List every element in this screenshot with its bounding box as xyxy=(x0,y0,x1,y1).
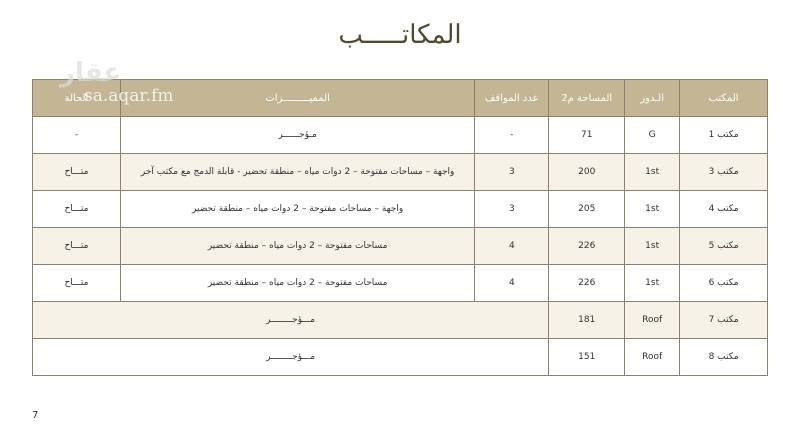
cell-features: مـؤجــــــر xyxy=(119,116,476,154)
table-row: مكتب 4 1st 205 3 واجهة – مساحات مفتوحة – 2 د… xyxy=(32,190,768,228)
cell-office: مكتب 5 xyxy=(679,227,768,265)
header-status: الحالة xyxy=(32,79,121,117)
cell-floor: 1st xyxy=(624,227,681,265)
table-row: مكتب 8 Roof 151 مـــؤجــــــــر xyxy=(31,338,768,376)
header-parking: عدد المواقف xyxy=(474,79,550,117)
page-title: المكاتـــــب xyxy=(338,20,462,50)
header-features: المميـــــــــزات xyxy=(119,79,476,117)
cell-office: مكتب 8 xyxy=(679,338,768,376)
cell-area: 205 xyxy=(548,190,626,228)
cell-floor: G xyxy=(624,116,681,154)
cell-status: متـــاح xyxy=(32,190,121,228)
cell-area: 151 xyxy=(548,338,626,376)
table-row: مكتب 1 G 71- مـؤجــــــر - xyxy=(32,116,768,154)
cell-office: مكتب 7 xyxy=(679,301,768,339)
cell-area: 226 xyxy=(548,227,626,265)
header-office: المكتب xyxy=(679,79,768,117)
cell-office: مكتب 6 xyxy=(679,264,768,302)
cell-status: متـــاح xyxy=(32,153,121,191)
cell-features: مساحات مفتوحة – 2 دوات مياه – منطقة تحضي… xyxy=(119,227,476,265)
cell-features: واجهة – مساحات مفتوحة – 2 دوات مياه – من… xyxy=(119,153,476,191)
table-row: مكتب 3 1st 200 3 واجهة – مساحات مفتوحة – 2 د… xyxy=(32,153,768,191)
cell-status: متـــاح xyxy=(32,227,121,265)
header-floor: الـدور xyxy=(624,79,681,117)
watermark-logo: عقار xyxy=(60,58,122,88)
cell-office: مكتب 4 xyxy=(679,190,768,228)
cell-parking: - xyxy=(474,116,550,154)
cell-features: مساحات مفتوحة – 2 دوات مياه – منطقة تحضي… xyxy=(119,264,476,302)
cell-parking: 3 xyxy=(474,153,550,191)
cell-merged: مـــؤجــــــــر xyxy=(31,301,550,339)
cell-area: 181 xyxy=(548,301,626,339)
cell-floor: Roof xyxy=(624,301,681,339)
cell-parking: 4 xyxy=(474,264,550,302)
cell-merged: مـــؤجــــــــر xyxy=(31,338,550,376)
cell-features: واجهة – مساحات مفتوحة – 2 دوات مياه – من… xyxy=(119,190,476,228)
cell-office: مكتب 3 xyxy=(679,153,768,191)
offices-table: المكتب الـدور المساحة م2 عدد المواقف الم… xyxy=(31,79,768,376)
cell-status: - xyxy=(32,116,121,154)
page-number: 7 xyxy=(32,410,39,421)
table-header: المكتب الـدور المساحة م2 عدد المواقف الم… xyxy=(32,79,768,117)
cell-floor: 1st xyxy=(624,190,681,228)
watermark-url: sa.aqar.fm xyxy=(84,86,174,106)
cell-office: مكتب 1 xyxy=(679,116,768,154)
cell-parking: 4 xyxy=(474,227,550,265)
cell-area: 226 xyxy=(548,264,626,302)
cell-status: متـــاح xyxy=(32,264,121,302)
cell-area: 71 xyxy=(548,116,626,154)
header-area: المساحة م2 xyxy=(548,79,626,117)
cell-floor: Roof xyxy=(624,338,681,376)
table-row: مكتب 5 1st 226 4 مساحات مفتوحة – 2 دوات مياه… xyxy=(32,227,768,265)
cell-area: 200 xyxy=(548,153,626,191)
table-row: مكتب 6 1st 226 4 مساحات مفتوحة – 2 دوات مياه… xyxy=(32,264,768,302)
cell-floor: 1st xyxy=(624,264,681,302)
cell-parking: 3 xyxy=(474,190,550,228)
table-row: مكتب 7 Roof 181 مـــؤجــــــــر xyxy=(31,301,768,339)
cell-floor: 1st xyxy=(624,153,681,191)
